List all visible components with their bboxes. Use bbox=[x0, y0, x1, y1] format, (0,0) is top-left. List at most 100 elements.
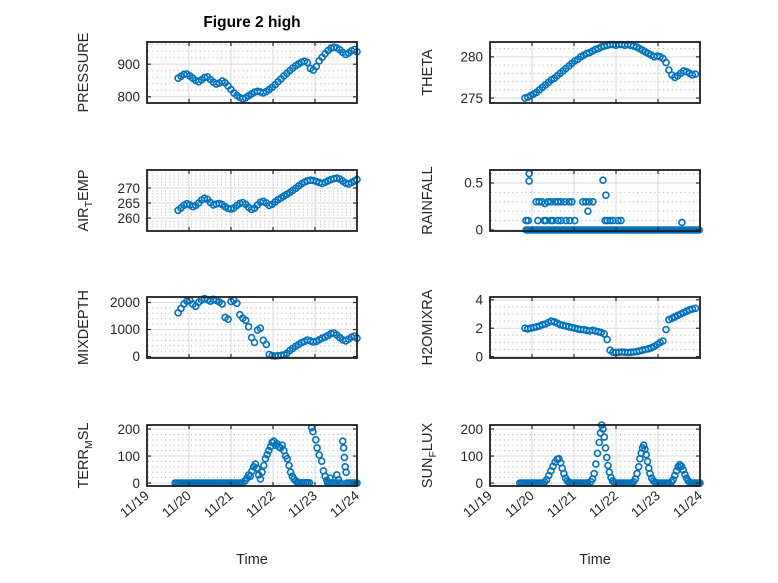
marker-circle bbox=[617, 216, 625, 225]
y-tick-label: 275 bbox=[460, 91, 483, 106]
x-tick-label: 11/20 bbox=[502, 488, 537, 521]
scatter-series-air-temp bbox=[174, 174, 361, 215]
marker-circle bbox=[584, 207, 592, 215]
marker-circle bbox=[244, 322, 253, 331]
marker-circle bbox=[251, 460, 260, 468]
y-axis-label-part: TERR bbox=[76, 449, 92, 488]
marker-circle bbox=[568, 198, 576, 206]
marker-circle bbox=[261, 454, 270, 463]
marker-circle bbox=[256, 324, 265, 333]
marker-circle bbox=[614, 216, 622, 225]
marker-circle bbox=[547, 198, 555, 206]
y-axis-label: MIXDEPTH bbox=[76, 290, 92, 365]
marker-circle bbox=[544, 198, 552, 206]
y-axis-label: H2OMIXRA bbox=[420, 289, 436, 365]
marker-circle bbox=[679, 466, 688, 474]
marker-circle bbox=[283, 454, 292, 463]
marker-circle bbox=[525, 177, 533, 185]
scatter-series-theta bbox=[521, 40, 700, 102]
marker-circle bbox=[256, 475, 265, 483]
marker-circle bbox=[524, 216, 533, 225]
subplot-rainfall: 0 0.5 RAINFALL bbox=[420, 166, 704, 238]
marker-circle bbox=[258, 468, 266, 477]
marker-circle bbox=[691, 304, 700, 313]
y-tick-label: 0 bbox=[475, 349, 483, 364]
y-axis-label: RAINFALL bbox=[420, 166, 436, 235]
marker-circle bbox=[285, 461, 293, 470]
y-axis-label-part: M bbox=[83, 440, 95, 449]
marker-circle bbox=[549, 216, 557, 225]
marker-circle bbox=[604, 461, 612, 470]
marker-circle bbox=[662, 58, 670, 67]
figure-title: Figure 2 high bbox=[203, 14, 300, 31]
marker-circle bbox=[600, 433, 609, 441]
y-axis-label-part: LUX bbox=[420, 423, 436, 452]
marker-circle bbox=[691, 70, 700, 78]
axes-box bbox=[489, 41, 701, 104]
x-tick-label: 11/22 bbox=[586, 488, 621, 521]
marker-circle bbox=[557, 216, 565, 225]
marker-circle bbox=[342, 468, 350, 477]
y-axis-label: AIRTEMP bbox=[76, 169, 95, 231]
y-axis-label-part: PRESSURE bbox=[76, 32, 92, 112]
marker-circle bbox=[309, 427, 317, 436]
y-tick-label: 200 bbox=[117, 422, 140, 437]
y-axis-label: TERRMSL bbox=[76, 423, 95, 489]
y-axis-label-part: SUN bbox=[420, 458, 436, 489]
marker-circle bbox=[560, 198, 569, 206]
marker-circle bbox=[639, 441, 648, 450]
marker-circle bbox=[634, 462, 643, 471]
marker-circle bbox=[312, 62, 321, 71]
marker-circle bbox=[303, 58, 312, 67]
marker-circle bbox=[241, 316, 250, 325]
y-tick-label: 280 bbox=[460, 50, 483, 65]
y-axis-label-part: RAINFALL bbox=[420, 166, 436, 235]
y-axis-label-part: T bbox=[83, 200, 95, 207]
y-tick-label: 0.5 bbox=[464, 176, 483, 191]
marker-circle bbox=[338, 437, 347, 446]
y-tick-label: 0 bbox=[132, 349, 140, 364]
marker-circle bbox=[662, 325, 670, 334]
y-tick-label: 265 bbox=[117, 196, 140, 211]
marker-circle bbox=[313, 444, 321, 452]
marker-circle bbox=[675, 460, 684, 469]
y-axis-label-part: F bbox=[427, 451, 439, 457]
y-axis-label-part: AIR bbox=[76, 207, 92, 231]
y-tick-label: 270 bbox=[117, 181, 140, 196]
x-tick-label: 11/21 bbox=[201, 488, 236, 521]
marker-circle bbox=[609, 216, 617, 225]
marker-circle bbox=[542, 216, 550, 225]
subplot-theta: 275 280 THETA bbox=[420, 40, 701, 106]
marker-circle bbox=[589, 198, 597, 206]
marker-circle bbox=[263, 450, 271, 459]
marker-circle bbox=[606, 216, 614, 225]
y-tick-label: 200 bbox=[460, 422, 483, 437]
y-tick-label: 1000 bbox=[110, 322, 140, 337]
marker-circle bbox=[601, 444, 610, 452]
x-axis-label: Time bbox=[579, 552, 611, 568]
marker-circle bbox=[602, 191, 610, 199]
y-axis-label-part: H2OMIXRA bbox=[420, 289, 436, 365]
axes-box bbox=[489, 169, 701, 232]
marker-circle bbox=[286, 468, 295, 477]
y-tick-label: 0 bbox=[475, 223, 483, 238]
x-tick-label: 11/20 bbox=[159, 488, 194, 521]
marker-circle bbox=[317, 457, 326, 466]
scatter-series-pressure bbox=[174, 43, 361, 103]
marker-circle bbox=[253, 464, 261, 473]
marker-circle bbox=[581, 198, 590, 206]
marker-circle bbox=[643, 457, 652, 466]
x-tick-label: 11/21 bbox=[544, 488, 579, 521]
x-axis-label: Time bbox=[236, 552, 268, 568]
marker-circle bbox=[315, 451, 324, 459]
subplot-sun-flux: 0 100 200 SUNFLUX 11/19 11/20 11/21 11/22 11/23 1… bbox=[420, 421, 705, 568]
marker-circle bbox=[600, 330, 609, 338]
x-tick-label: 11/22 bbox=[243, 488, 278, 521]
marker-circle bbox=[224, 315, 232, 324]
x-tick-label: 11/24 bbox=[327, 487, 362, 520]
marker-circle bbox=[262, 340, 271, 349]
marker-circle bbox=[311, 435, 320, 444]
